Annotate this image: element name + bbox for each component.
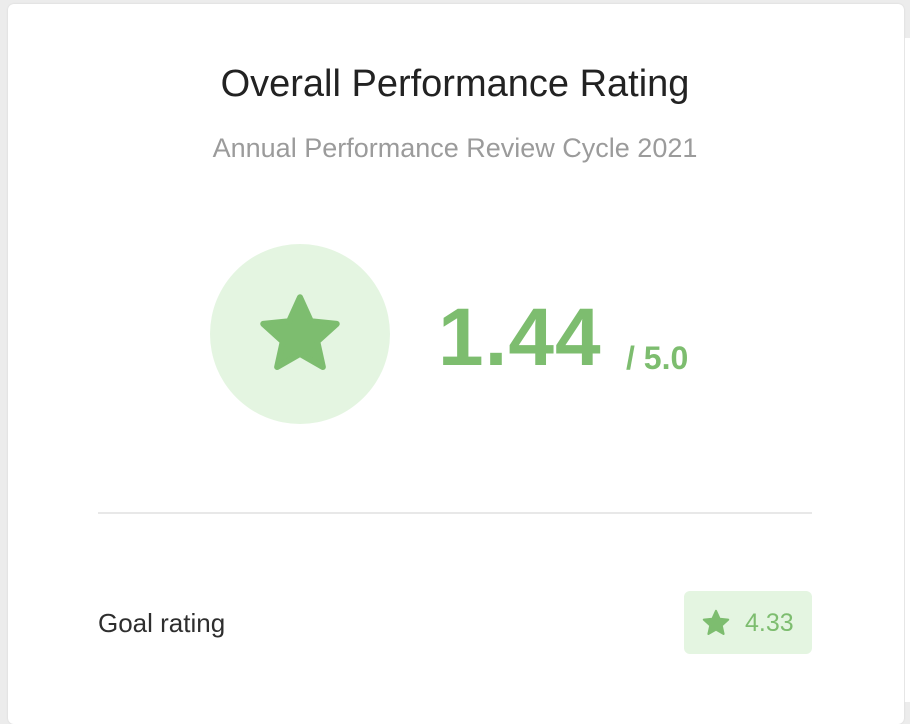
page-subtitle: Annual Performance Review Cycle 2021 [212, 133, 698, 163]
overall-rating-icon-circle [210, 244, 390, 424]
page-title: Overall Performance Rating [220, 63, 690, 105]
divider [98, 512, 812, 514]
goal-rating-value: 4.33 [745, 609, 794, 637]
overall-score: 1.44 [438, 292, 602, 383]
adjacent-panel-edge [904, 38, 910, 702]
star-icon [260, 294, 340, 370]
star-icon [702, 609, 730, 635]
goal-rating-badge: 4.33 [684, 591, 812, 654]
goal-rating-label: Goal rating [98, 608, 226, 638]
overall-score-max: / 5.0 [626, 340, 689, 376]
